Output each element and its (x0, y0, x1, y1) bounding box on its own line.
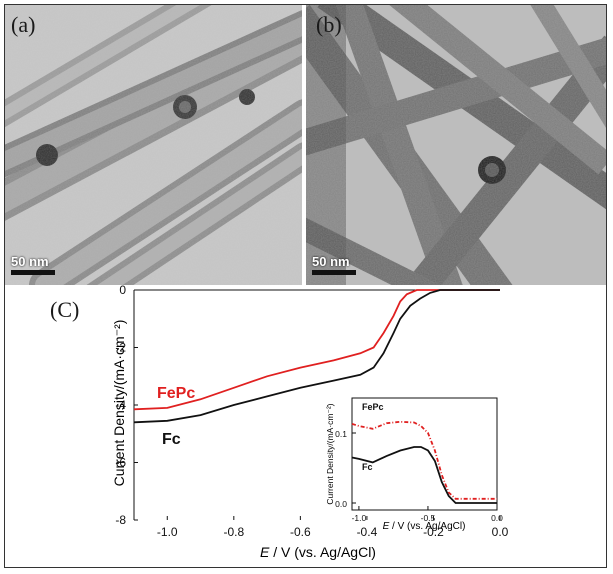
legend-fepc: FePc (157, 385, 195, 402)
main-x-axis-label: E / V (vs. Ag/AgCl) (260, 544, 376, 560)
inset-series-fepc (351, 420, 497, 500)
inset-y-tick-label: 0.1 (335, 429, 347, 439)
inset-axes: -1.0 -0.5 0.0 0.0 0.1 (335, 429, 503, 523)
scale-bar-a-label: 50 nm (11, 254, 49, 269)
inset-y-tick-label: 0.0 (335, 499, 347, 509)
tem-micrograph-b (306, 5, 606, 285)
inset-series-group (351, 420, 497, 504)
main-x-tick-label: 0.0 (492, 525, 509, 539)
main-y-tick-label: 0 (119, 285, 126, 297)
inset-x-tick-label: -1.0 (352, 513, 367, 523)
inset-y-axis-label: Current Density/(mA·cm⁻²) (325, 403, 335, 504)
main-series-group (133, 289, 500, 424)
main-x-tick-label: -0.6 (290, 525, 311, 539)
scale-bar-a-line (11, 270, 55, 275)
tem-image-b: (b) 50 nm (306, 5, 606, 285)
polarization-chart: -1.0 -0.8 -0.6 -0.4 -0.2 0.0 0 -2 -4 -6 -8 E / V (… (111, 285, 509, 560)
inset-frame (351, 397, 498, 511)
main-x-tick-label: -0.2 (423, 525, 444, 539)
main-x-tick-label: -1.0 (157, 525, 178, 539)
inset-x-tick-label: -0.5 (421, 513, 436, 523)
tem-micrograph-a (5, 5, 302, 285)
main-plot-area: -1.0 -0.8 -0.6 -0.4 -0.2 0.0 0 -2 -4 -6 -8 (115, 285, 508, 539)
main-y-tick-label: -2 (115, 341, 126, 355)
inset-series-fc (351, 446, 497, 504)
main-x-tick-label: -0.4 (357, 525, 378, 539)
scale-bar-a: 50 nm (11, 254, 55, 275)
tem-image-a: (a) 50 nm (5, 5, 302, 285)
main-y-axis-label: Current Density/(mA·cm⁻²) (111, 320, 127, 487)
scale-bar-b-label: 50 nm (312, 254, 350, 269)
scale-bar-b: 50 nm (312, 254, 356, 275)
main-series-fepc (133, 289, 500, 411)
main-y-tick-label: -6 (115, 456, 126, 470)
panel-a-label: (a) (11, 12, 36, 37)
main-x-tick-label: -0.8 (223, 525, 244, 539)
inset-plot: -1.0 -0.5 0.0 0.0 0.1 E / V (vs. Ag/AgCl) Cu… (325, 397, 503, 532)
scale-bar-b-line (312, 270, 356, 275)
main-y-tick-label: -8 (115, 513, 126, 527)
inset-legend-fc: Fc (362, 462, 373, 472)
main-series-fc (133, 289, 500, 424)
main-y-tick-label: -4 (115, 398, 126, 412)
inset-x-tick-label: 0.0 (491, 513, 503, 523)
inset-x-axis-label: E / V (vs. Ag/AgCl) (383, 521, 466, 532)
panel-b-label: (b) (316, 12, 342, 37)
legend-fc: Fc (162, 431, 181, 448)
panel-c-label: (C) (50, 297, 80, 322)
inset-legend-fepc: FePc (362, 402, 384, 412)
